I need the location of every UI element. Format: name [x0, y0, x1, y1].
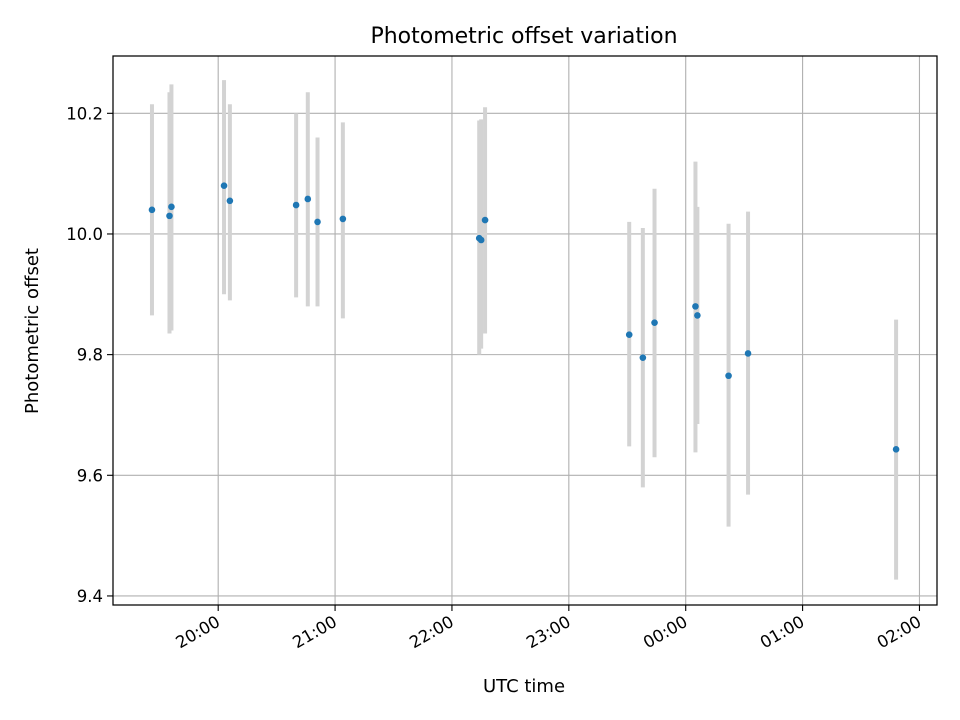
data-point [639, 354, 647, 361]
x-tick-label: 21:00 [289, 612, 340, 652]
x-tick-label: 20:00 [173, 612, 224, 652]
data-point [314, 218, 321, 226]
data-point [892, 446, 900, 453]
data-point [744, 350, 752, 357]
y-tick-label: 10.2 [66, 104, 103, 123]
data-points [148, 182, 900, 453]
data-point [694, 312, 701, 319]
chart-title: Photometric offset variation [370, 24, 677, 49]
x-tick-label: 01:00 [757, 612, 808, 652]
x-tick-label: 02:00 [874, 612, 925, 652]
x-axis-label: UTC time [483, 676, 565, 697]
data-point [148, 206, 156, 214]
data-point [725, 372, 732, 380]
data-point [481, 216, 489, 224]
y-axis-label: Photometric offset [22, 248, 43, 414]
data-point [339, 215, 347, 223]
x-tick-label: 00:00 [640, 612, 691, 652]
data-point [477, 236, 485, 244]
data-point [226, 197, 234, 205]
x-tick-label: 22:00 [406, 612, 457, 652]
plot-frame [112, 55, 938, 606]
x-tick-label: 23:00 [523, 612, 574, 652]
data-point [625, 331, 633, 339]
y-tick-label: 9.6 [77, 466, 103, 485]
data-point [166, 212, 173, 220]
y-tick-label: 9.8 [77, 346, 103, 365]
x-axis: 20:00 21:00 22:00 23:00 00:00 01:00 02:00 [173, 605, 925, 652]
y-tick-label: 9.4 [77, 587, 103, 606]
data-point [292, 201, 300, 209]
y-axis: 9.4 9.6 9.8 10.0 10.2 [66, 104, 113, 606]
grid [113, 56, 937, 605]
error-bars [149, 80, 899, 580]
data-point [692, 303, 699, 310]
data-point [168, 203, 175, 211]
data-point [304, 195, 312, 203]
data-point [220, 182, 228, 190]
data-point [651, 319, 658, 326]
y-tick-label: 10.0 [66, 225, 103, 244]
